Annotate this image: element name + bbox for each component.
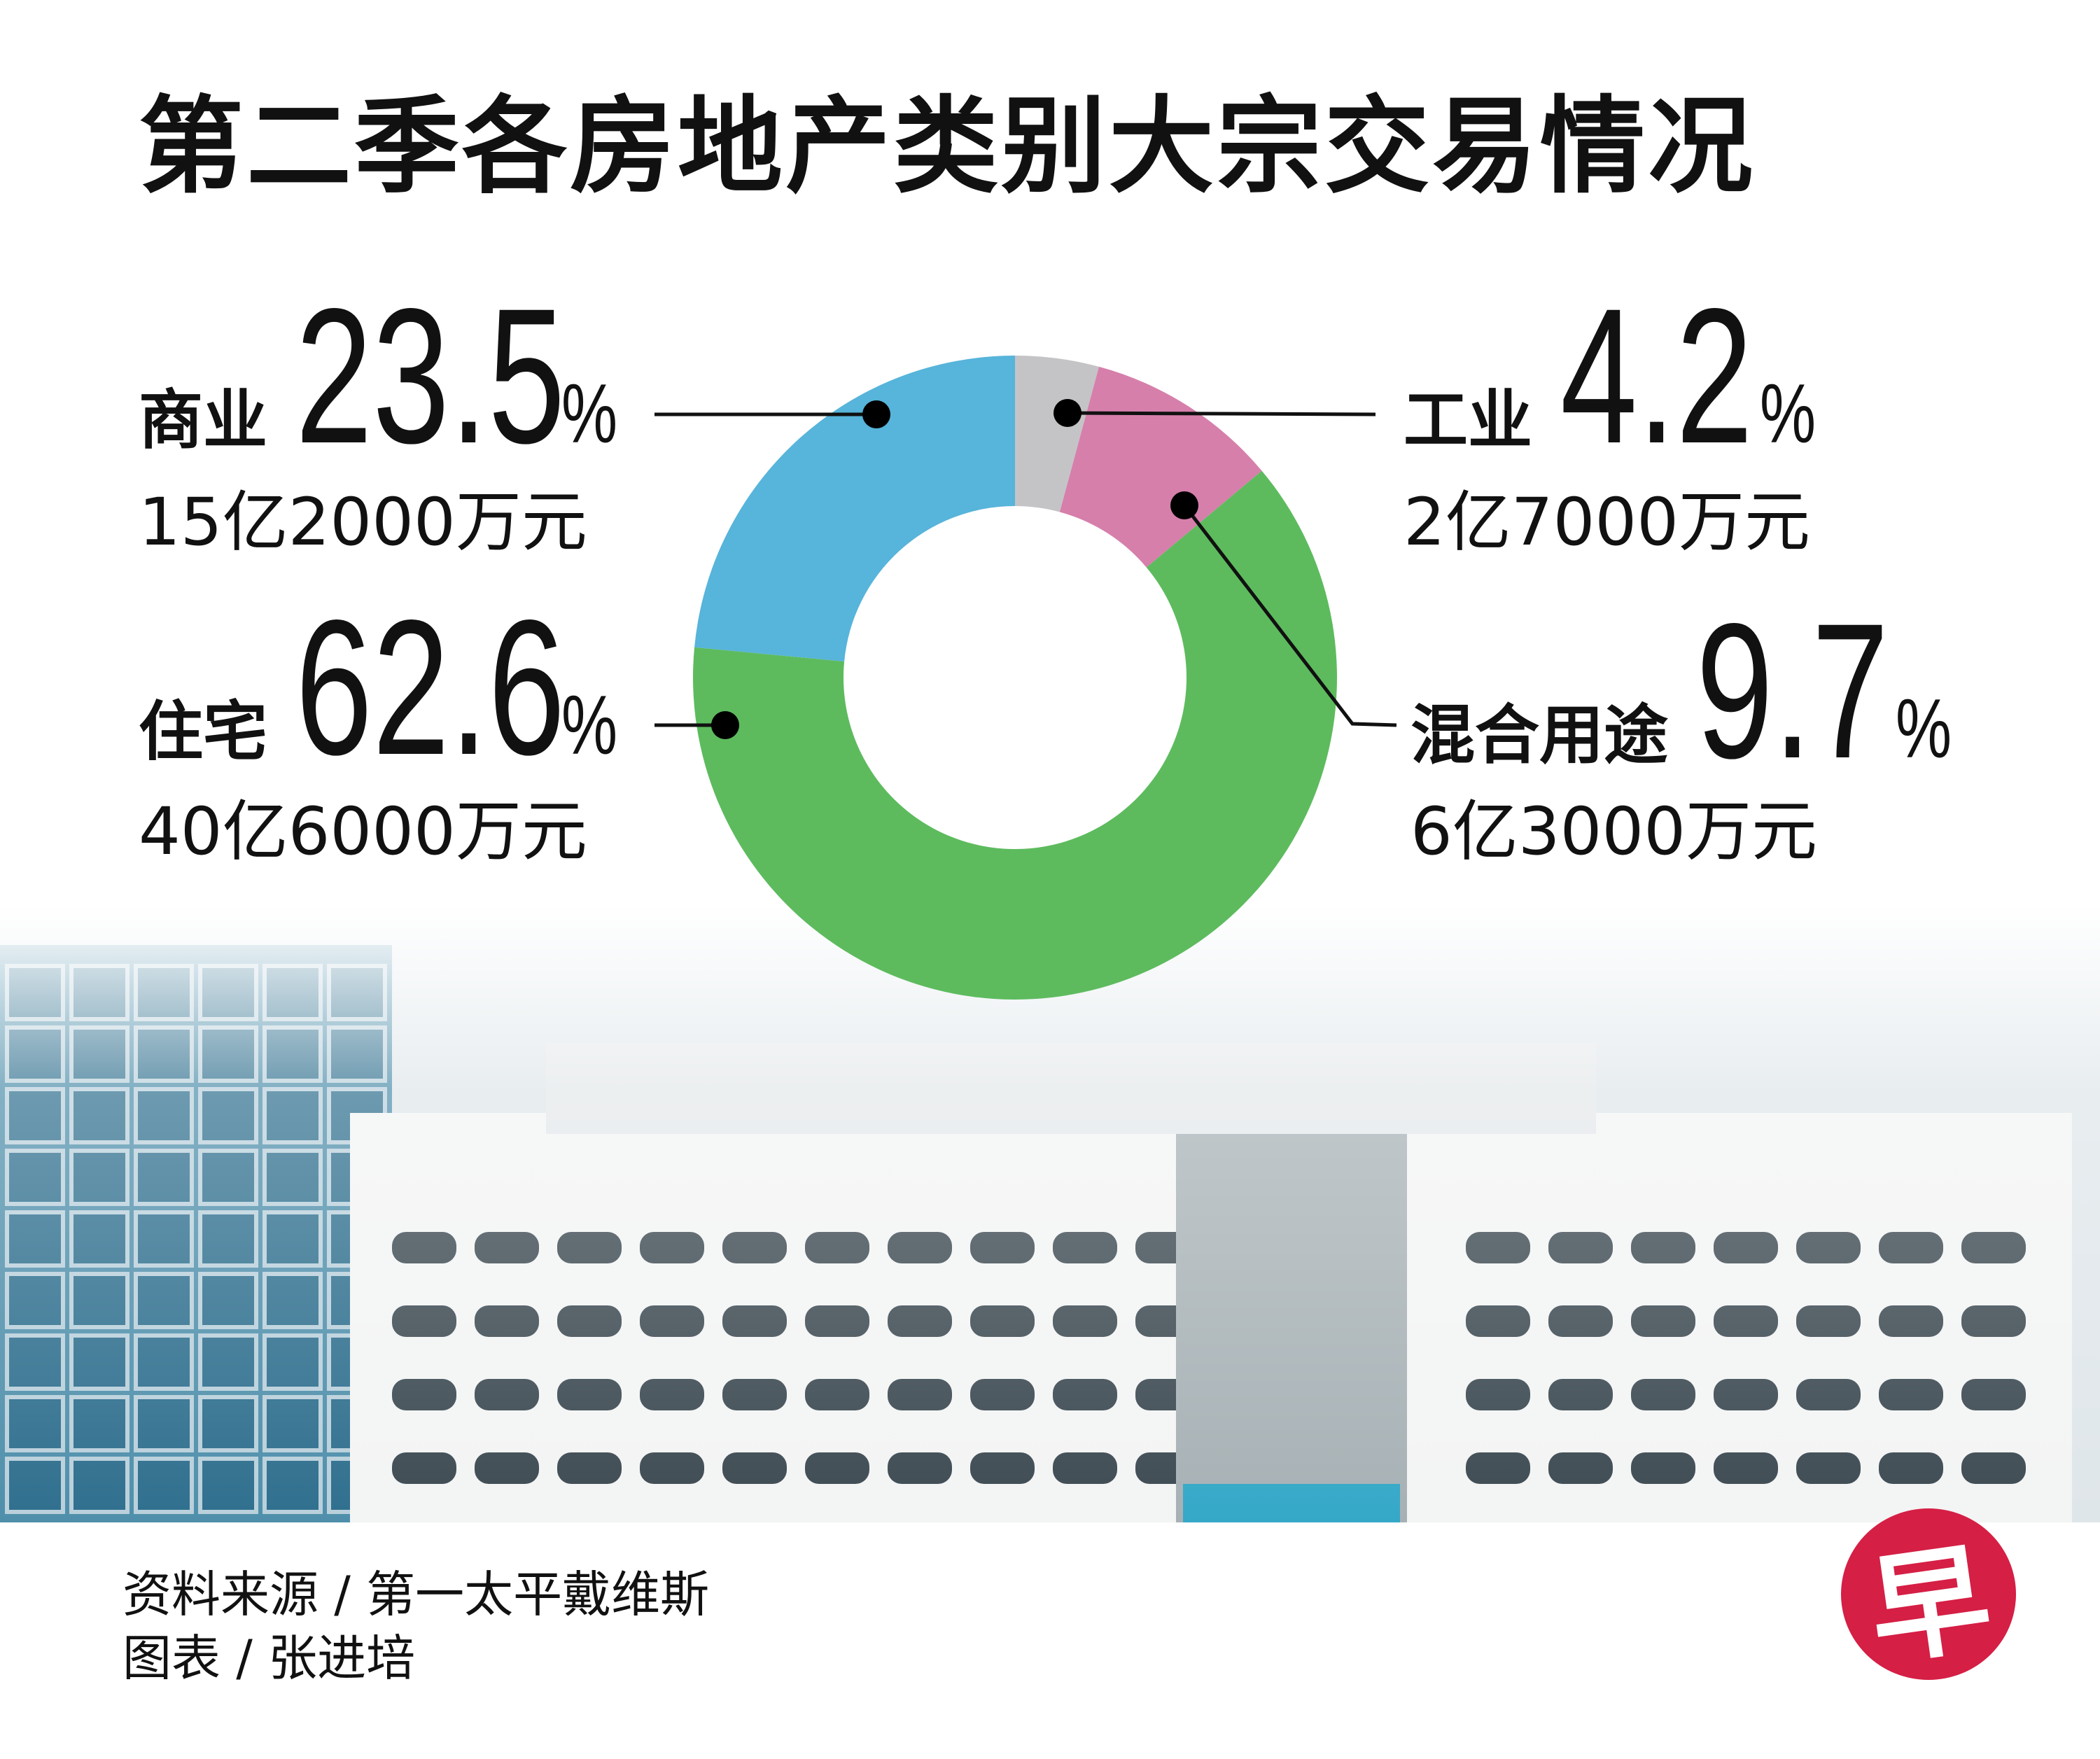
amount-industrial: 2亿7000万元 (1404, 484, 1811, 561)
percent-sign: % (561, 367, 618, 461)
percent-sign: % (1896, 682, 1952, 776)
source-note: 资料来源 / 第一太平戴维斯 (122, 1566, 710, 1623)
amount-residential: 40亿6000万元 (139, 794, 587, 870)
marker-dot-industrial (1054, 399, 1082, 427)
marker-dot-commercial (862, 400, 890, 428)
category-name: 混合用途 (1410, 698, 1669, 773)
zaobao-logo: 早 (1841, 1508, 2016, 1682)
donut-slice-住宅 (692, 470, 1338, 1000)
leader-line-industrial (1067, 411, 1376, 416)
donut-slice-混合用途 (1059, 366, 1262, 568)
leader-line-mixed (1183, 504, 1397, 727)
percentage-value: 23.5 (295, 269, 566, 484)
percent-sign: % (1760, 367, 1816, 461)
marker-dot-mixed (1170, 491, 1198, 519)
label-commercial: 商业 23.5 % (139, 280, 636, 472)
amount-commercial: 15亿2000万元 (139, 484, 587, 561)
chart-title: 第二季各房地产类别大宗交易情况 (139, 86, 1756, 208)
donut-slice-工业 (1015, 356, 1099, 512)
label-residential: 住宅 62.6 % (139, 591, 636, 784)
percent-sign: % (561, 678, 618, 772)
credit-note: 图表 / 张进培 (122, 1630, 416, 1687)
label-industrial: 工业 4.2 % (1404, 280, 1835, 472)
donut-slice-商业 (694, 356, 1015, 661)
leader-lines (654, 411, 1397, 727)
category-name: 商业 (139, 383, 268, 458)
category-name: 住宅 (139, 694, 268, 769)
building-photo (0, 903, 2100, 1522)
percentage-value: 9.7 (1696, 584, 1889, 799)
percentage-value: 62.6 (295, 580, 566, 795)
logo-glyph: 早 (1861, 1528, 1999, 1683)
amount-mixed-use: 6亿3000万元 (1410, 794, 1818, 870)
label-mixed-use: 混合用途 9.7 % (1410, 595, 1970, 787)
percentage-value: 4.2 (1560, 269, 1754, 484)
marker-dot-residential (711, 711, 739, 739)
category-name: 工业 (1404, 383, 1533, 458)
